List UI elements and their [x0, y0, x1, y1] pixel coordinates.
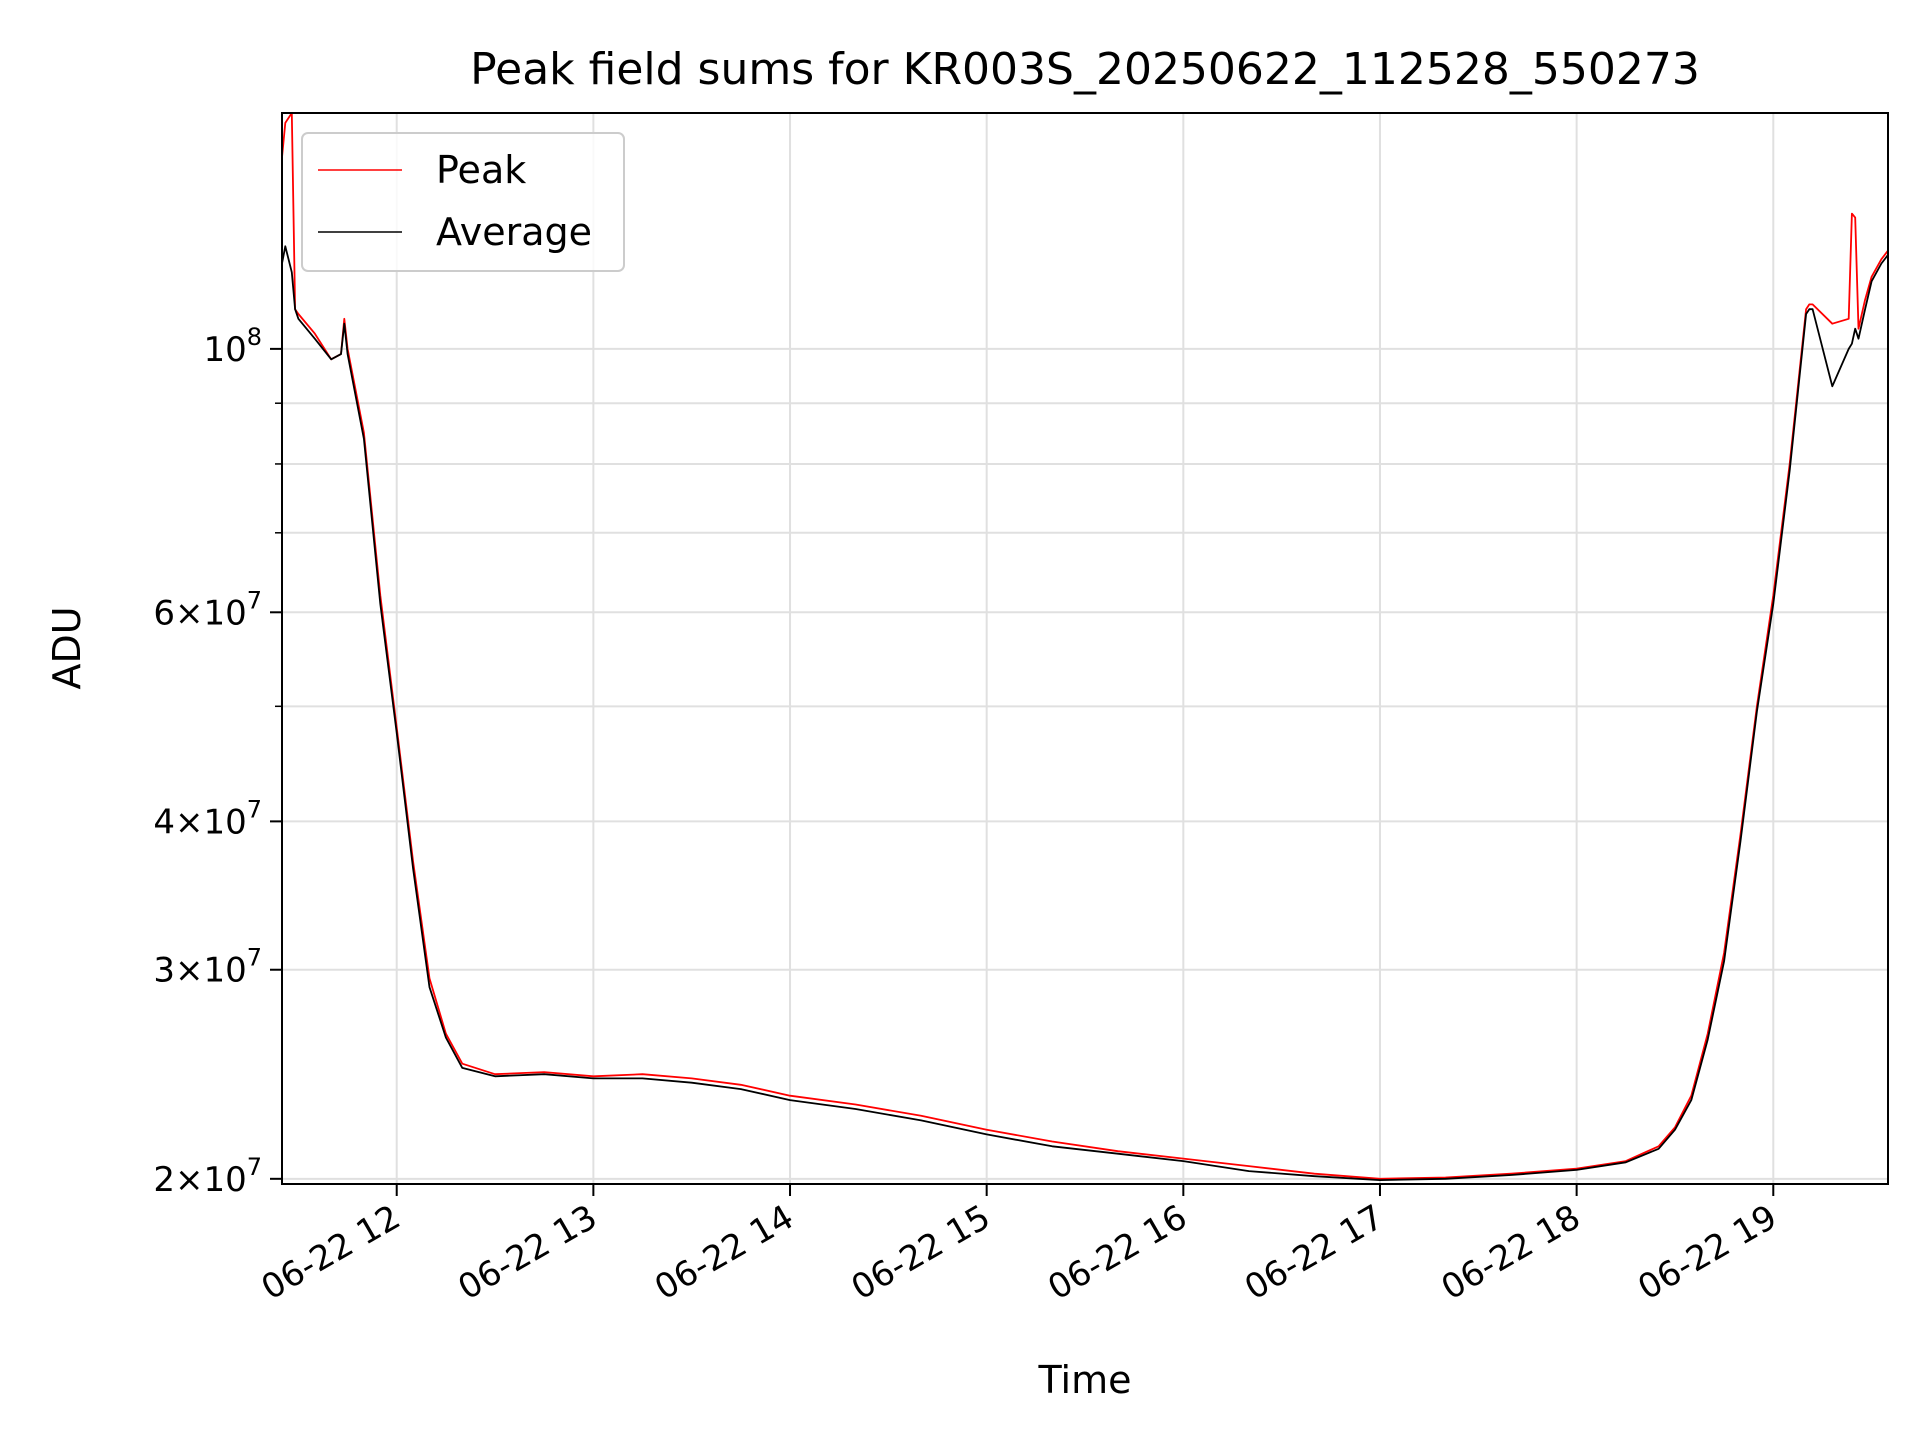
grid-lines: [282, 113, 1888, 1184]
x-axis-label: Time: [1038, 1358, 1132, 1402]
legend-box: [301, 132, 625, 272]
chart-title: Peak field sums for KR003S_20250622_1125…: [470, 44, 1700, 95]
y-tick-label: 3×107: [153, 944, 262, 991]
y-axis-label: ADU: [45, 606, 89, 689]
axes-frame: [281, 112, 1889, 1185]
y-tick-label: 6×107: [153, 586, 262, 633]
plot-area: [282, 113, 1888, 1181]
legend: Peak Average: [301, 132, 625, 272]
series-line-average: [282, 245, 1888, 1181]
y-tick-label: 4×107: [153, 795, 262, 842]
y-tick-label: 2×107: [153, 1153, 262, 1200]
legend-label-average: Average: [436, 210, 592, 254]
y-tick-label: 108: [203, 323, 262, 370]
series-line-peak: [282, 113, 1888, 1180]
legend-label-peak: Peak: [436, 148, 526, 192]
